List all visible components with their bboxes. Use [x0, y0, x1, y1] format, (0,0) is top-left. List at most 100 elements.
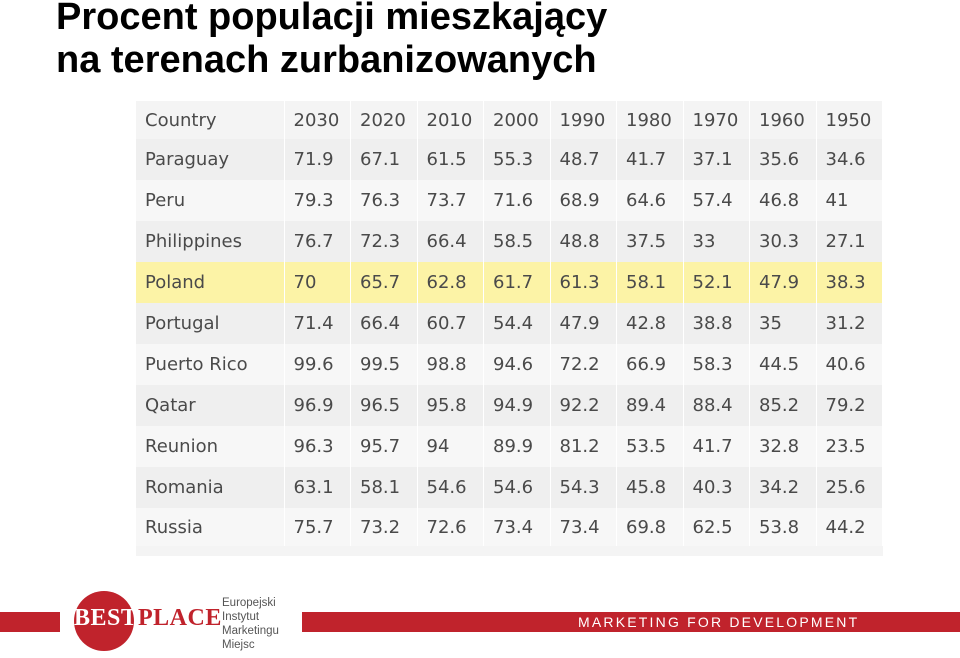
- value-cell: 76.7: [284, 221, 351, 262]
- value-cell: 27.1: [816, 221, 883, 262]
- value-cell: 37.1: [683, 139, 750, 180]
- value-cell: 94.9: [483, 385, 551, 426]
- value-cell: 73.2: [350, 508, 418, 546]
- value-cell: 25.6: [816, 467, 883, 508]
- value-cell: 40.6: [816, 344, 883, 385]
- table-row: Romania 63.1 58.1 54.6 54.6 54.3 45.8 40.3 34.2 2…: [136, 467, 883, 508]
- table-row: Puerto Rico 99.6 99.5 98.8 94.6 72.2 66.9 58.3 4…: [136, 344, 883, 385]
- value-cell: 61.3: [550, 262, 617, 303]
- country-cell: Philippines: [136, 221, 285, 262]
- value-cell: 61.7: [483, 262, 551, 303]
- value-cell: 37.5: [616, 221, 684, 262]
- urbanization-table: Country 2030 2020 2010 2000 1990 1980 1970 1960 1…: [136, 101, 883, 546]
- value-cell: 34.2: [749, 467, 817, 508]
- value-cell: 52.1: [683, 262, 750, 303]
- value-cell: 35: [749, 303, 817, 344]
- value-cell: 85.2: [749, 385, 817, 426]
- value-cell: 89.9: [483, 426, 551, 467]
- value-cell: 45.8: [616, 467, 684, 508]
- country-cell: Romania: [136, 467, 285, 508]
- value-cell: 72.3: [350, 221, 418, 262]
- value-cell: 72.2: [550, 344, 617, 385]
- value-cell: 71.9: [284, 139, 351, 180]
- urbanization-table-container: Country 2030 2020 2010 2000 1990 1980 1970 1960 1…: [136, 101, 883, 556]
- value-cell: 65.7: [350, 262, 418, 303]
- value-cell: 34.6: [816, 139, 883, 180]
- value-cell: 94.6: [483, 344, 551, 385]
- column-header-year: 2030: [284, 101, 351, 139]
- value-cell: 66.9: [616, 344, 684, 385]
- country-cell: Poland: [136, 262, 285, 303]
- value-cell: 99.6: [284, 344, 351, 385]
- value-cell: 71.6: [483, 180, 551, 221]
- value-cell: 48.8: [550, 221, 617, 262]
- value-cell: 47.9: [550, 303, 617, 344]
- table-row: Reunion 96.3 95.7 94 89.9 81.2 53.5 41.7 32.8 23.…: [136, 426, 883, 467]
- value-cell: 98.8: [417, 344, 484, 385]
- value-cell: 54.4: [483, 303, 551, 344]
- value-cell: 23.5: [816, 426, 883, 467]
- column-header-year: 2010: [417, 101, 484, 139]
- column-header-year: 1960: [749, 101, 817, 139]
- country-cell: Russia: [136, 508, 285, 546]
- institute-line: Europejski: [222, 597, 276, 609]
- value-cell: 57.4: [683, 180, 750, 221]
- slide-title-line-1: Procent populacji mieszkający: [56, 0, 608, 38]
- slide-title: Procent populacji mieszkający na terenac…: [56, 0, 607, 82]
- value-cell: 95.8: [417, 385, 484, 426]
- best-place-logo: BEST PLACE Europejski Instytut Marketing…: [62, 588, 302, 656]
- institute-name: Europejski Instytut Marketingu Miejsc: [222, 596, 279, 652]
- table-row: Peru 79.3 76.3 73.7 71.6 68.9 64.6 57.4 46.8 41: [136, 180, 883, 221]
- value-cell: 69.8: [616, 508, 684, 546]
- table-row: Qatar 96.9 96.5 95.8 94.9 92.2 89.4 88.4 85.2 79.…: [136, 385, 883, 426]
- value-cell: 62.5: [683, 508, 750, 546]
- value-cell: 73.4: [550, 508, 617, 546]
- value-cell: 88.4: [683, 385, 750, 426]
- table-header-row: Country 2030 2020 2010 2000 1990 1980 1970 1960 1…: [136, 101, 883, 139]
- value-cell: 61.5: [417, 139, 484, 180]
- logo-circle: [74, 591, 134, 651]
- institute-line: Miejsc: [222, 639, 255, 651]
- value-cell: 55.3: [483, 139, 551, 180]
- value-cell: 54.3: [550, 467, 617, 508]
- value-cell: 64.6: [616, 180, 684, 221]
- value-cell: 30.3: [749, 221, 817, 262]
- value-cell: 58.3: [683, 344, 750, 385]
- footer-tagline: MARKETING FOR DEVELOPMENT: [578, 614, 860, 630]
- institute-line: Instytut: [222, 611, 260, 623]
- value-cell: 38.3: [816, 262, 883, 303]
- slide-title-line-2: na terenach zurbanizowanych: [56, 39, 597, 81]
- value-cell: 96.9: [284, 385, 351, 426]
- column-header-year: 1950: [816, 101, 883, 139]
- value-cell: 60.7: [417, 303, 484, 344]
- value-cell: 53.8: [749, 508, 817, 546]
- value-cell: 47.9: [749, 262, 817, 303]
- value-cell: 58.1: [350, 467, 418, 508]
- value-cell: 76.3: [350, 180, 418, 221]
- column-header-year: 1980: [616, 101, 684, 139]
- column-header-country: Country: [136, 101, 285, 139]
- column-header-year: 1970: [683, 101, 750, 139]
- value-cell: 54.6: [483, 467, 551, 508]
- value-cell: 81.2: [550, 426, 617, 467]
- footer-bar-right: [302, 612, 960, 632]
- value-cell: 44.5: [749, 344, 817, 385]
- value-cell: 92.2: [550, 385, 617, 426]
- value-cell: 33: [683, 221, 750, 262]
- value-cell: 72.6: [417, 508, 484, 546]
- value-cell: 66.4: [417, 221, 484, 262]
- country-cell: Peru: [136, 180, 285, 221]
- country-cell: Portugal: [136, 303, 285, 344]
- value-cell: 75.7: [284, 508, 351, 546]
- country-cell: Reunion: [136, 426, 285, 467]
- table-row: Paraguay 71.9 67.1 61.5 55.3 48.7 41.7 37.1 35.6…: [136, 139, 883, 180]
- country-cell: Qatar: [136, 385, 285, 426]
- column-header-year: 1990: [550, 101, 617, 139]
- value-cell: 44.2: [816, 508, 883, 546]
- value-cell: 73.7: [417, 180, 484, 221]
- value-cell: 41.7: [616, 139, 684, 180]
- value-cell: 46.8: [749, 180, 817, 221]
- table-row: Philippines 76.7 72.3 66.4 58.5 48.8 37.5 33 30.…: [136, 221, 883, 262]
- value-cell: 68.9: [550, 180, 617, 221]
- column-header-year: 2020: [350, 101, 418, 139]
